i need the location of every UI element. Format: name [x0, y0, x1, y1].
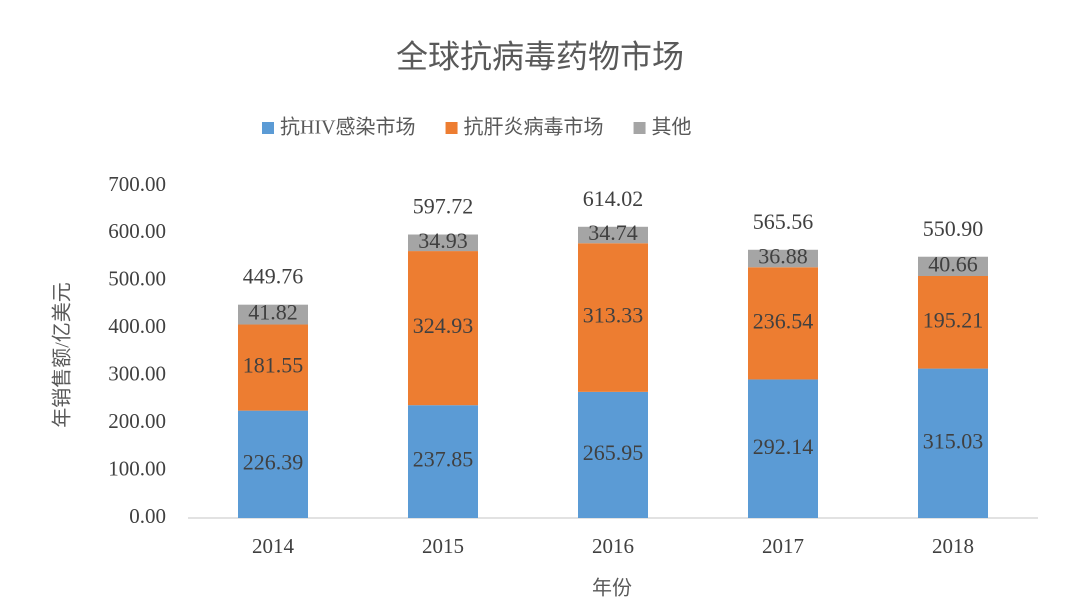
chart-title: 全球抗病毒药物市场 — [396, 38, 684, 74]
legend-label: 抗肝炎病毒市场 — [464, 116, 604, 139]
data-label: 36.88 — [758, 244, 808, 269]
bar-segment — [238, 410, 308, 518]
bar-segment — [748, 249, 818, 268]
y-axis-label: 年销售额/亿美元 — [51, 282, 74, 428]
data-label: 236.54 — [753, 308, 814, 333]
data-label: 41.82 — [248, 300, 298, 325]
x-tick-label: 2015 — [422, 534, 464, 558]
total-label: 614.02 — [583, 186, 644, 211]
legend-swatch — [262, 122, 274, 134]
data-label: 265.95 — [583, 440, 644, 465]
bar-segment — [748, 267, 818, 380]
y-tick-label: 400.00 — [108, 314, 166, 338]
legend-label: 其他 — [652, 116, 692, 139]
data-label: 315.03 — [923, 428, 984, 453]
y-tick-label: 100.00 — [108, 456, 166, 480]
bar-segment — [238, 304, 308, 325]
y-tick-label: 600.00 — [108, 219, 166, 243]
x-tick-label: 2018 — [932, 534, 974, 558]
legend-label: 抗HIV感染市场 — [280, 116, 416, 139]
data-label: 292.14 — [753, 434, 814, 459]
legend-swatch — [445, 122, 458, 134]
legend-swatch — [633, 122, 646, 134]
total-label: 550.90 — [923, 216, 984, 241]
data-label: 237.85 — [413, 447, 474, 472]
bar-segment — [918, 368, 988, 518]
y-tick-label: 300.00 — [108, 362, 166, 386]
data-label: 181.55 — [243, 353, 304, 378]
data-label: 195.21 — [923, 307, 984, 332]
bar-segment — [578, 243, 648, 392]
x-tick-label: 2016 — [592, 534, 634, 558]
y-tick-label: 700.00 — [108, 172, 166, 196]
y-tick-label: 0.00 — [129, 504, 166, 528]
bar-segment — [238, 324, 308, 411]
data-label: 40.66 — [928, 251, 978, 276]
bar-segment — [408, 251, 478, 406]
data-label: 34.93 — [418, 228, 468, 253]
x-tick-label: 2017 — [762, 534, 804, 558]
x-tick-label: 2014 — [252, 534, 295, 558]
total-label: 565.56 — [753, 209, 814, 234]
x-axis-label: 年份 — [592, 577, 632, 600]
y-tick-label: 200.00 — [108, 409, 166, 433]
data-label: 324.93 — [413, 313, 474, 338]
bar-segment — [918, 276, 988, 369]
data-label: 34.74 — [588, 220, 638, 245]
total-label: 597.72 — [413, 194, 474, 219]
total-label: 449.76 — [243, 264, 304, 289]
bar-segment — [918, 256, 988, 277]
y-tick-label: 500.00 — [108, 267, 166, 291]
bar-segment — [748, 379, 818, 518]
data-label: 226.39 — [243, 449, 304, 474]
data-label: 313.33 — [583, 303, 644, 328]
bar-segment — [578, 226, 648, 244]
bar-segment — [408, 234, 478, 252]
bar-segment — [578, 391, 648, 518]
bar-segment — [408, 405, 478, 518]
